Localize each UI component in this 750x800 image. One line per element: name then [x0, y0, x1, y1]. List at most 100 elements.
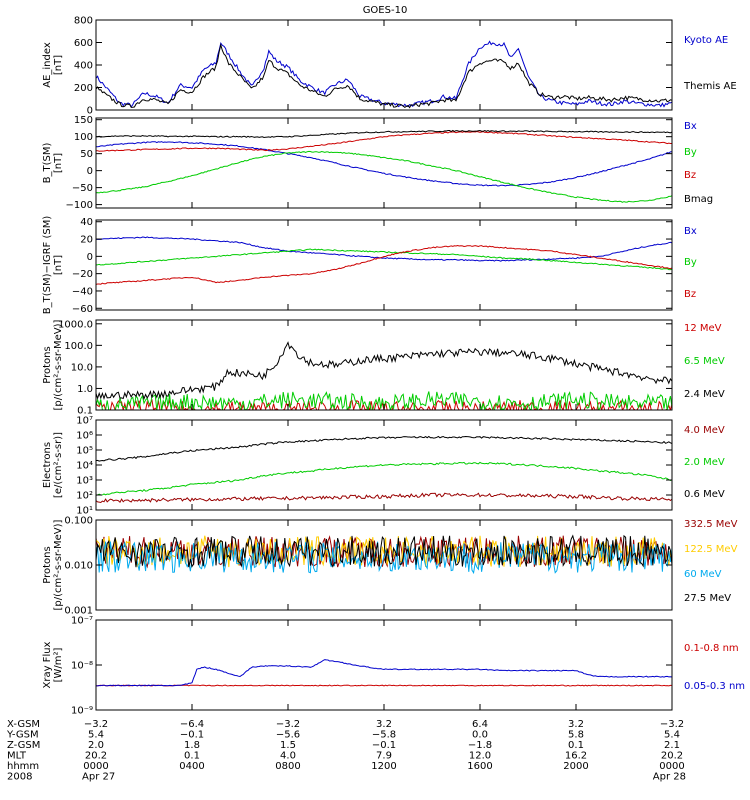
- xaxis-row-value: 6.4: [472, 719, 488, 730]
- xaxis-row-label: Y-GSM: [6, 730, 39, 741]
- ylabel-line-1: B_T(SM)−IGRF (SM): [42, 216, 53, 315]
- xaxis-row-value: 1200: [371, 761, 396, 772]
- series-line-1: [96, 236, 672, 262]
- xaxis-row-value: −3.2: [276, 719, 300, 730]
- ytick-label: 150: [74, 115, 93, 126]
- xaxis-row-value: 2.1: [664, 740, 680, 751]
- xaxis-row-value: 4.0: [280, 751, 296, 762]
- xaxis-row-value: Apr 27: [82, 772, 115, 783]
- ytick-label: 0: [87, 252, 93, 263]
- legend-4: Bmag: [684, 194, 713, 205]
- series-line-2: [96, 659, 672, 687]
- series-line-1: [96, 684, 672, 687]
- panel-7: 0.1-0.8 nm 0.05-0.3 nm 10⁻⁹ 10⁻⁸ 10⁻⁷ Xray Fl…: [42, 616, 745, 717]
- xaxis-row-label: Z-GSM: [7, 740, 40, 751]
- xaxis-row-value: 1.5: [280, 740, 296, 751]
- series-line-4: [96, 129, 672, 139]
- xaxis-row-value: 5.4: [88, 730, 104, 741]
- legend-1: Kyoto AE: [684, 35, 728, 46]
- legend-2: 2.0 MeV: [684, 457, 725, 468]
- xaxis-row-value: 3.2: [568, 719, 584, 730]
- plot-title: GOES-10: [363, 5, 408, 16]
- xaxis-row-value: 0.0: [472, 730, 488, 741]
- ytick-label: −50: [72, 183, 93, 194]
- ylabel-line-1: B_T(SM): [42, 143, 53, 184]
- series-line-3: [96, 130, 672, 152]
- panel-3: Bx By Bz −60 −40 −20 0 20 40 B_T(SM)−IGRF (SM) [nT…: [42, 216, 697, 315]
- legend-3: Bz: [684, 289, 696, 300]
- series-line-3: [96, 435, 672, 462]
- ylabel-line-2: [nT]: [53, 55, 64, 75]
- panel-6: 332.5 MeV 122.5 MeV 60 MeV 27.5 MeV 0.001 0.0…: [42, 516, 738, 617]
- xaxis-row-value: 20.2: [661, 751, 683, 762]
- ytick-label: 1.0: [77, 384, 93, 395]
- series-line-2: [96, 43, 672, 109]
- xaxis-row-value: −3.2: [84, 719, 108, 730]
- xaxis-row-label: 2008: [7, 772, 32, 783]
- series-line-3: [96, 540, 672, 575]
- ytick-label: 10⁻⁸: [71, 661, 93, 672]
- legend-1: 4.0 MeV: [684, 425, 725, 436]
- ytick-label: −20: [72, 269, 93, 280]
- xaxis-row-value: 3.2: [376, 719, 392, 730]
- ytick-label: 800: [74, 16, 93, 27]
- ylabel-line-2: [e/(cm²-s-sr)]: [53, 432, 64, 498]
- xaxis-row-value: 0000: [659, 761, 684, 772]
- legend-3: 0.6 MeV: [684, 489, 725, 500]
- ytick-label: 200: [74, 83, 93, 94]
- ytick-label: 50: [80, 149, 93, 160]
- ylabel-line-2: [p/(cm²-s-sr-MeV)]: [53, 319, 64, 410]
- xaxis-row-value: −5.8: [372, 730, 396, 741]
- xaxis-row-value: −1.8: [468, 740, 492, 751]
- series-line-2: [96, 150, 672, 203]
- ytick-label: 0: [87, 166, 93, 177]
- legend-2: 122.5 MeV: [684, 544, 738, 555]
- xaxis-row-value: −3.2: [660, 719, 684, 730]
- series-line-3: [96, 341, 672, 401]
- ytick-label: 10⁻⁹: [71, 706, 93, 717]
- xaxis-row-value: −5.6: [276, 730, 300, 741]
- x-axis-table: X-GSM −3.2 −6.4 −3.2 3.2 6.4 3.2 −3.2 Y-GSM 5.4 −0…: [6, 719, 686, 783]
- ylabel-line-1: Protons: [42, 346, 53, 383]
- xaxis-row-label: hhmm: [7, 761, 39, 772]
- panel-4: 12 MeV 6.5 MeV 2.4 MeV 0.1 1.0 10.0 100.0 1000.…: [42, 319, 725, 416]
- panel-frame: [95, 219, 673, 311]
- legend-3: 2.4 MeV: [684, 389, 725, 400]
- ylabel-line-2: [nT]: [53, 255, 64, 275]
- ytick-label: 40: [80, 217, 93, 228]
- ytick-label: 10²: [76, 491, 93, 502]
- ytick-label: 400: [74, 61, 93, 72]
- panel-frame: [95, 319, 673, 411]
- series-line-1: [96, 535, 672, 569]
- legend-1: 12 MeV: [684, 323, 722, 334]
- ytick-label: 10⁷: [76, 416, 93, 427]
- legend-2: By: [684, 257, 697, 268]
- xaxis-row-value: −0.1: [180, 730, 204, 741]
- xaxis-row-value: 5.4: [664, 730, 680, 741]
- panel-series-group: [96, 40, 672, 109]
- ytick-label: 100: [74, 132, 93, 143]
- legend-1: 332.5 MeV: [684, 519, 738, 530]
- ytick-label: 1000.0: [58, 319, 93, 330]
- legend-1: Bx: [684, 121, 697, 132]
- ytick-label: 10⁴: [76, 461, 93, 472]
- legend-4: 27.5 MeV: [684, 593, 731, 604]
- series-line-2: [96, 461, 672, 496]
- xaxis-row-value: 0000: [83, 761, 108, 772]
- xaxis-row-value: 5.8: [568, 730, 584, 741]
- xaxis-row-value: Apr 28: [653, 772, 686, 783]
- panel-2: Bx By Bz Bmag −100 −50 0 50 100 150 B_T(SM) [nT]: [42, 115, 713, 211]
- ytick-label: −100: [66, 200, 93, 211]
- series-line-2: [96, 248, 672, 271]
- xaxis-row-label: MLT: [7, 751, 27, 762]
- ytick-label: 10³: [76, 476, 93, 487]
- series-line-1: [96, 492, 672, 504]
- xaxis-row-value: 20.2: [85, 751, 107, 762]
- ylabel-line-2: [nT]: [53, 153, 64, 173]
- ylabel-line-1: Electrons: [42, 442, 53, 488]
- xaxis-row-value: 16.2: [565, 751, 587, 762]
- panel-series-group: [96, 236, 672, 285]
- xaxis-row-value: 1600: [467, 761, 492, 772]
- xaxis-row-value: 0.1: [568, 740, 584, 751]
